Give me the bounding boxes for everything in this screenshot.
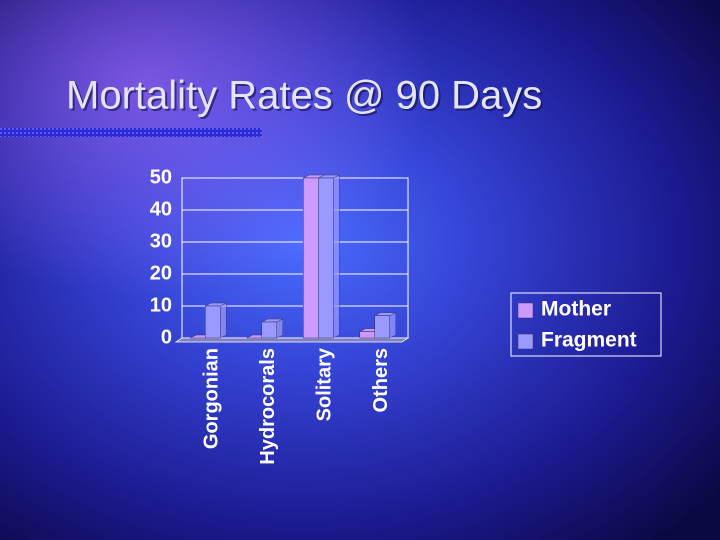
bar: [318, 177, 334, 339]
legend-label: Mother: [541, 298, 611, 321]
title-underline: [0, 128, 262, 137]
y-tick-label: 40: [150, 198, 172, 220]
bar: [205, 305, 221, 339]
x-tick-label: Hydrocorals: [257, 348, 279, 465]
bar: [359, 331, 375, 339]
legend-box: [510, 292, 662, 357]
legend: Mother Fragment: [510, 292, 662, 357]
x-tick-label: Gorgonian: [201, 348, 223, 449]
y-tick-label: 0: [161, 326, 172, 348]
y-tick-label: 20: [150, 262, 172, 284]
legend-label: Fragment: [541, 329, 637, 352]
legend-swatch: [517, 302, 534, 319]
bar-side: [389, 312, 396, 339]
bar: [303, 177, 319, 339]
bar-side: [220, 302, 227, 339]
plot: 0 10 20 30 40 50 Gorgonian Hydrocorals Solitary O…: [150, 166, 662, 465]
bar: [374, 315, 390, 339]
bar-side: [276, 318, 283, 339]
legend-swatch: [517, 333, 534, 350]
y-tick-label: 50: [150, 166, 172, 188]
bar-side: [333, 174, 340, 339]
y-tick-label: 10: [150, 294, 172, 316]
chart-title: Mortality Rates @ 90 Days: [66, 74, 542, 118]
title-shadow: Mortality Rates @ 90 Days: [68, 76, 544, 120]
x-tick-label: Solitary: [314, 347, 336, 421]
x-tick-label: Others: [370, 348, 392, 412]
y-tick-label: 30: [150, 230, 172, 252]
plot-floor: [174, 337, 410, 343]
bar: [261, 321, 277, 339]
